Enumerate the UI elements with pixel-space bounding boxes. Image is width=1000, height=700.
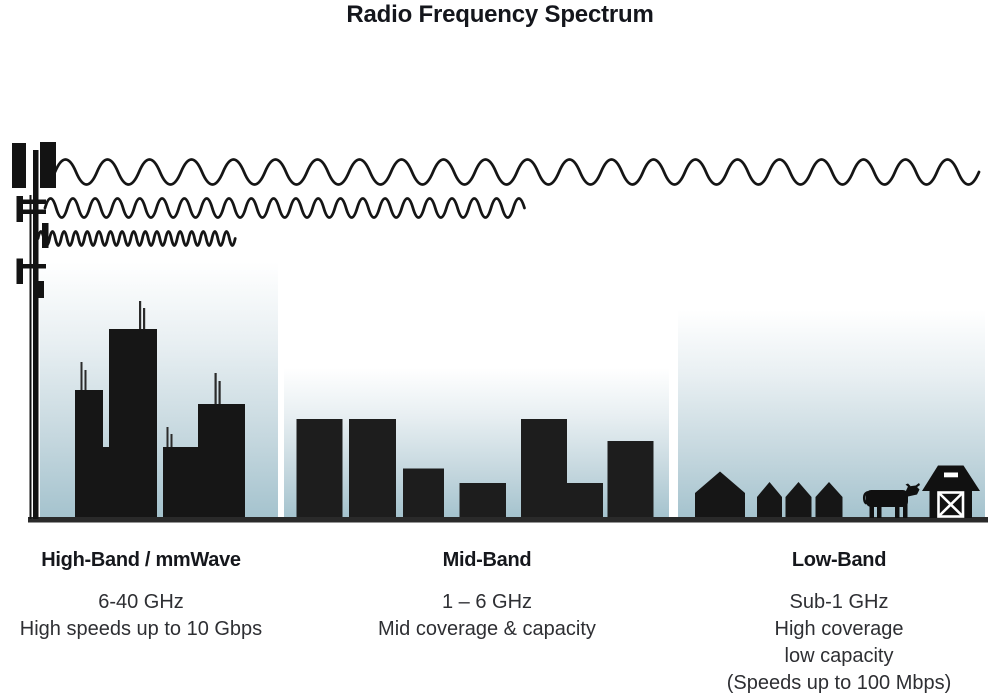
low-frequency-wave-icon	[53, 158, 981, 186]
barn-door	[937, 491, 965, 518]
mid-band-name: Mid-Band	[442, 549, 532, 571]
low-band-description-3: (Speeds up to 100 Mbps)	[726, 672, 952, 694]
cow-icon	[862, 483, 920, 518]
mid-band-frequency: 1 – 6 GHz	[441, 591, 533, 613]
page-title: Radio Frequency Spectrum	[346, 1, 654, 28]
high-band-label-group: High-Band / mmWave 6-40 GHz High speeds …	[0, 549, 282, 643]
high-band-frequency: 6-40 GHz	[98, 591, 184, 613]
high-frequency-wave-icon	[36, 230, 237, 247]
mid-frequency-wave-icon	[43, 197, 526, 219]
high-band-name: High-Band / mmWave	[41, 549, 241, 571]
mid-band-label-group: Mid-Band 1 – 6 GHz Mid coverage & capaci…	[327, 549, 647, 643]
mid-band-description: Mid coverage & capacity	[378, 618, 596, 640]
low-band-description-2: low capacity	[784, 645, 894, 667]
ground-line	[28, 517, 988, 523]
cell-tower-icon	[12, 142, 56, 519]
city-skyline-icon	[75, 301, 245, 517]
town-buildings-icon	[296, 419, 654, 517]
low-band-description-1: High coverage	[774, 618, 904, 640]
low-band-frequency: Sub-1 GHz	[789, 591, 889, 613]
radio-waves	[36, 158, 981, 247]
barn-loft-window	[944, 472, 958, 478]
rooftop-antennas	[80, 301, 221, 447]
low-band-label-group: Low-Band Sub-1 GHz High coverage low cap…	[688, 549, 990, 697]
low-band-name: Low-Band	[791, 549, 887, 571]
suburb-houses-icon	[695, 471, 843, 517]
barn-icon	[922, 465, 980, 518]
high-band-description: High speeds up to 10 Gbps	[19, 618, 263, 640]
